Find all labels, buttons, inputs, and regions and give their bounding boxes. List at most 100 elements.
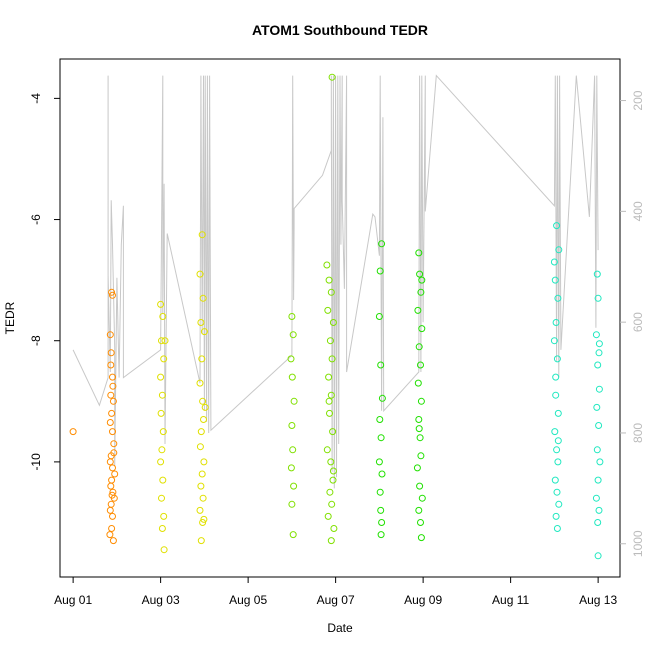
data-point bbox=[158, 494, 165, 502]
data-point bbox=[377, 434, 385, 442]
data-point bbox=[288, 373, 296, 381]
x-tick-label: Aug 05 bbox=[229, 593, 267, 607]
x-axis-label: Date bbox=[327, 621, 353, 635]
data-point bbox=[552, 512, 560, 520]
x-tick-label: Aug 11 bbox=[492, 593, 529, 607]
data-point bbox=[199, 294, 207, 302]
data-point bbox=[592, 331, 600, 339]
data-point bbox=[328, 73, 336, 81]
data-point bbox=[593, 270, 601, 278]
data-point bbox=[553, 222, 561, 230]
data-point bbox=[201, 403, 209, 411]
data-point bbox=[106, 506, 114, 514]
data-point bbox=[157, 409, 165, 417]
data-point bbox=[327, 288, 335, 296]
data-point bbox=[552, 391, 560, 399]
data-points bbox=[69, 73, 604, 560]
data-point bbox=[107, 500, 115, 508]
pressure-line bbox=[72, 74, 599, 489]
data-point bbox=[376, 267, 384, 275]
data-point bbox=[378, 394, 386, 402]
data-point bbox=[378, 519, 386, 526]
data-point bbox=[329, 319, 337, 326]
data-point bbox=[109, 373, 116, 381]
data-point bbox=[378, 470, 386, 478]
data-point bbox=[593, 403, 601, 411]
data-point bbox=[110, 449, 118, 457]
data-point bbox=[592, 494, 600, 502]
data-point bbox=[161, 337, 169, 345]
data-point bbox=[288, 313, 296, 320]
data-point bbox=[198, 355, 206, 363]
data-point bbox=[289, 531, 297, 539]
data-point bbox=[417, 519, 424, 526]
data-point bbox=[594, 294, 602, 302]
y-axis-label: TEDR bbox=[3, 301, 17, 334]
data-point bbox=[159, 428, 167, 436]
data-point bbox=[107, 482, 115, 490]
data-point bbox=[554, 294, 562, 302]
data-point bbox=[414, 306, 422, 314]
data-point bbox=[415, 343, 423, 351]
data-point bbox=[551, 276, 559, 284]
data-point bbox=[160, 355, 168, 363]
data-point bbox=[594, 519, 602, 526]
data-point bbox=[158, 337, 165, 345]
data-point bbox=[199, 519, 207, 526]
data-point bbox=[160, 546, 168, 554]
data-point bbox=[329, 467, 337, 475]
data-point bbox=[108, 409, 116, 417]
data-point bbox=[416, 434, 424, 442]
data-point bbox=[327, 391, 335, 399]
data-point bbox=[596, 458, 604, 466]
data-point bbox=[418, 325, 426, 333]
data-point bbox=[326, 488, 334, 496]
data-point bbox=[375, 458, 383, 466]
data-point bbox=[108, 476, 116, 484]
data-point bbox=[416, 482, 424, 490]
data-point bbox=[551, 428, 559, 436]
data-point bbox=[109, 537, 117, 545]
data-point bbox=[196, 443, 204, 451]
data-point bbox=[109, 291, 116, 299]
data-point bbox=[595, 340, 603, 348]
data-point bbox=[288, 500, 296, 508]
data-point bbox=[594, 476, 602, 484]
data-point bbox=[552, 373, 560, 381]
data-point bbox=[157, 373, 165, 381]
data-point bbox=[289, 331, 297, 339]
data-point bbox=[197, 319, 205, 326]
data-point bbox=[106, 531, 114, 539]
data-point bbox=[109, 464, 116, 472]
data-point bbox=[106, 331, 114, 339]
data-point bbox=[329, 476, 337, 484]
data-point bbox=[415, 416, 423, 423]
data-point bbox=[106, 458, 114, 466]
data-point bbox=[109, 428, 116, 436]
data-point bbox=[553, 446, 561, 454]
data-point bbox=[196, 270, 204, 278]
x-axis: Aug 01 Aug 03 Aug 05 Aug 07 Aug 09 Aug 11 Aug … bbox=[54, 577, 617, 607]
data-point bbox=[198, 470, 206, 478]
data-point bbox=[378, 240, 386, 248]
data-point bbox=[377, 506, 385, 514]
data-point bbox=[593, 446, 601, 454]
data-point bbox=[595, 506, 603, 514]
y-tick-label: -10 bbox=[29, 453, 43, 471]
data-point bbox=[323, 446, 331, 454]
data-point bbox=[417, 288, 425, 296]
x-tick-label: Aug 01 bbox=[54, 593, 92, 607]
pressure-trace bbox=[72, 74, 599, 489]
data-point bbox=[198, 231, 206, 239]
y2-tick-label: 200 bbox=[631, 90, 645, 110]
data-point bbox=[325, 276, 333, 284]
data-point bbox=[107, 391, 115, 399]
secondary-y-axis: 200 400 600 800 1000 bbox=[620, 90, 645, 557]
data-point bbox=[196, 506, 204, 514]
y2-tick-label: 600 bbox=[631, 312, 645, 332]
data-point bbox=[416, 270, 424, 278]
data-point bbox=[553, 355, 561, 363]
data-point bbox=[550, 337, 558, 345]
data-point bbox=[418, 494, 426, 502]
data-point bbox=[289, 446, 297, 454]
